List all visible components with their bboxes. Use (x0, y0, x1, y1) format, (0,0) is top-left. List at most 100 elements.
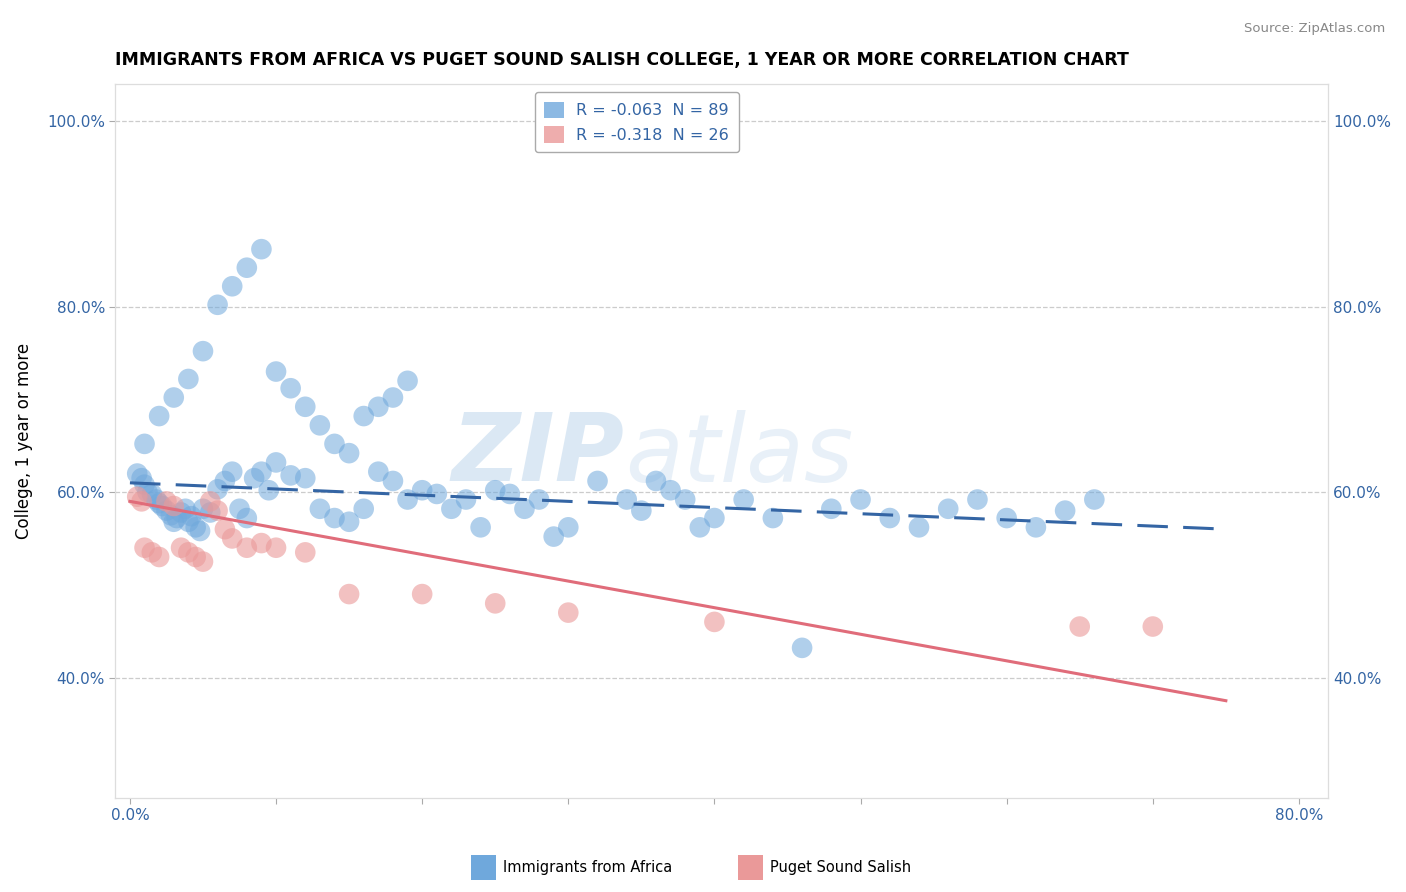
Point (148, 549, 170, 564)
Point (148, 409, 170, 423)
Point (586, 474, 609, 488)
Point (849, 492, 872, 507)
Point (174, 501, 197, 516)
Point (1142, 619, 1164, 633)
Point (180, 509, 202, 524)
Point (131, 494, 153, 508)
Point (264, 455, 287, 469)
Point (141, 545, 163, 559)
Point (790, 640, 813, 655)
Point (200, 506, 222, 520)
Point (762, 511, 785, 525)
Text: Puget Sound Salish: Puget Sound Salish (770, 861, 911, 875)
Text: Immigrants from Africa: Immigrants from Africa (503, 861, 672, 875)
Point (236, 511, 259, 525)
Point (177, 545, 200, 559)
Point (163, 391, 186, 405)
Point (134, 541, 156, 555)
Point (155, 494, 177, 508)
Point (163, 499, 186, 513)
Point (127, 490, 149, 504)
Point (191, 501, 214, 516)
Point (134, 477, 156, 491)
Point (221, 532, 243, 546)
Point (294, 471, 316, 485)
Point (703, 615, 725, 629)
Point (616, 492, 638, 507)
Point (160, 508, 183, 523)
Point (184, 549, 207, 564)
Point (411, 483, 433, 498)
Point (145, 492, 167, 507)
Point (207, 483, 229, 497)
Point (141, 487, 163, 501)
Point (659, 483, 682, 498)
Point (1054, 503, 1077, 517)
Point (150, 499, 173, 513)
Point (177, 515, 200, 529)
Point (309, 418, 332, 433)
Point (426, 487, 449, 501)
Point (148, 496, 170, 510)
Point (396, 492, 419, 507)
Y-axis label: College, 1 year or more: College, 1 year or more (15, 343, 32, 539)
Point (645, 474, 668, 488)
Point (221, 279, 243, 293)
Point (264, 365, 287, 379)
Point (337, 446, 360, 460)
Point (337, 587, 360, 601)
Point (184, 520, 207, 534)
Point (250, 465, 273, 479)
Point (820, 501, 842, 516)
Point (995, 511, 1018, 525)
Point (200, 494, 222, 508)
Point (214, 474, 236, 488)
Point (367, 465, 389, 479)
Point (170, 541, 193, 555)
Point (484, 483, 506, 498)
Point (454, 492, 477, 507)
Point (557, 520, 579, 534)
Point (170, 506, 193, 520)
Point (166, 511, 188, 525)
Point (236, 541, 259, 555)
Point (557, 606, 579, 620)
Point (127, 467, 149, 481)
Point (353, 501, 375, 516)
Point (499, 487, 522, 501)
Point (228, 501, 250, 516)
Point (673, 492, 696, 507)
Point (1083, 492, 1105, 507)
Text: atlas: atlas (624, 409, 853, 501)
Point (543, 530, 565, 544)
Point (353, 409, 375, 423)
Point (191, 555, 214, 569)
Text: ZIP: ZIP (451, 409, 624, 501)
Point (131, 471, 153, 485)
Point (470, 520, 492, 534)
Point (367, 400, 389, 414)
Point (396, 374, 419, 388)
Point (191, 344, 214, 359)
Point (280, 468, 302, 483)
Point (689, 520, 711, 534)
Point (323, 511, 346, 525)
Point (879, 511, 901, 525)
Point (630, 503, 652, 517)
Point (250, 536, 273, 550)
Point (214, 522, 236, 536)
Point (527, 492, 550, 507)
Point (733, 492, 755, 507)
Point (280, 381, 302, 395)
Point (155, 503, 177, 517)
Point (207, 503, 229, 517)
Point (136, 485, 159, 500)
Point (513, 501, 536, 516)
Point (177, 372, 200, 386)
Point (243, 471, 266, 485)
Legend: R = -0.063  N = 89, R = -0.318  N = 26: R = -0.063 N = 89, R = -0.318 N = 26 (534, 92, 738, 153)
Point (337, 515, 360, 529)
Point (484, 596, 506, 610)
Point (411, 587, 433, 601)
Point (323, 437, 346, 451)
